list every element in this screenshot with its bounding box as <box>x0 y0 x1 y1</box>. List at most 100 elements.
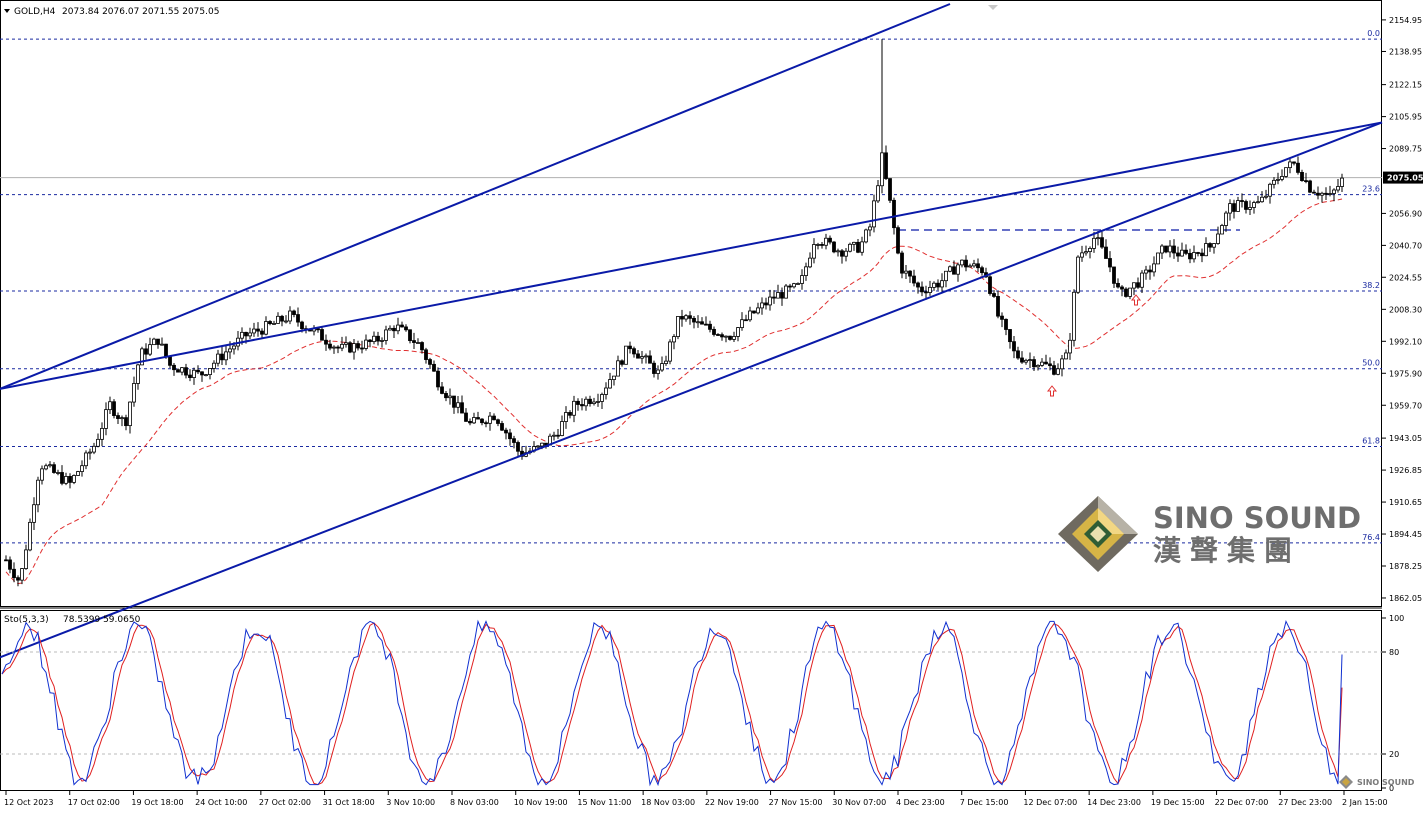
candle[interactable] <box>1048 363 1052 367</box>
candle[interactable] <box>740 319 744 328</box>
candle[interactable] <box>704 323 708 326</box>
candle[interactable] <box>1040 361 1044 366</box>
candle[interactable] <box>696 321 700 324</box>
candle[interactable] <box>916 282 920 288</box>
chevron-down-icon[interactable] <box>4 9 10 13</box>
candle[interactable] <box>68 476 72 483</box>
candle[interactable] <box>228 348 232 353</box>
candle[interactable] <box>816 244 820 246</box>
candle[interactable] <box>1328 193 1332 195</box>
candle[interactable] <box>1148 269 1152 273</box>
candle[interactable] <box>604 387 608 395</box>
candle[interactable] <box>476 417 480 420</box>
candle[interactable] <box>336 346 340 349</box>
candle[interactable] <box>1212 243 1216 248</box>
candle[interactable] <box>1292 161 1296 164</box>
candle[interactable] <box>632 348 636 355</box>
candle[interactable] <box>188 374 192 378</box>
candle[interactable] <box>600 394 604 402</box>
candle[interactable] <box>848 243 852 252</box>
candle[interactable] <box>560 421 564 436</box>
candle[interactable] <box>948 266 952 272</box>
candle[interactable] <box>468 420 472 424</box>
candle[interactable] <box>900 252 904 274</box>
candle[interactable] <box>988 276 992 294</box>
candle[interactable] <box>100 428 104 440</box>
candle[interactable] <box>1124 288 1128 297</box>
candle[interactable] <box>1016 350 1020 359</box>
candle[interactable] <box>1256 201 1260 204</box>
candle[interactable] <box>376 335 380 342</box>
candle[interactable] <box>136 364 140 384</box>
candle[interactable] <box>328 343 332 349</box>
candle[interactable] <box>120 417 124 420</box>
candle[interactable] <box>192 369 196 378</box>
candle[interactable] <box>784 285 788 299</box>
candle[interactable] <box>588 398 592 404</box>
candle[interactable] <box>1332 189 1336 194</box>
candle[interactable] <box>872 200 876 228</box>
candle[interactable] <box>852 241 856 245</box>
candle[interactable] <box>116 415 120 419</box>
candle[interactable] <box>340 343 344 349</box>
candle[interactable] <box>1136 282 1140 288</box>
candle[interactable] <box>1208 243 1212 248</box>
candle[interactable] <box>508 432 512 440</box>
candle[interactable] <box>1020 357 1024 363</box>
candle[interactable] <box>516 442 520 452</box>
candle[interactable] <box>1316 192 1320 196</box>
candle[interactable] <box>12 568 16 579</box>
candle[interactable] <box>1060 358 1064 370</box>
candle[interactable] <box>1236 200 1240 212</box>
candle[interactable] <box>428 359 432 365</box>
candle[interactable] <box>668 341 672 362</box>
candle[interactable] <box>1064 352 1068 360</box>
candle[interactable] <box>168 356 172 366</box>
candle[interactable] <box>352 343 356 353</box>
candle[interactable] <box>772 296 776 299</box>
candle[interactable] <box>1076 256 1080 293</box>
candle[interactable] <box>1164 245 1168 253</box>
candle[interactable] <box>444 393 448 399</box>
candle[interactable] <box>32 504 36 523</box>
candle[interactable] <box>996 296 1000 317</box>
candle[interactable] <box>1056 368 1060 375</box>
candle[interactable] <box>348 342 352 353</box>
candle[interactable] <box>1032 359 1036 368</box>
candle[interactable] <box>76 471 80 476</box>
candle[interactable] <box>16 577 20 581</box>
candle[interactable] <box>1044 361 1048 365</box>
candle[interactable] <box>744 319 748 322</box>
candle[interactable] <box>564 412 568 422</box>
candle[interactable] <box>756 307 760 314</box>
candle[interactable] <box>280 315 284 322</box>
candle[interactable] <box>36 479 40 506</box>
candle[interactable] <box>628 345 632 350</box>
candle[interactable] <box>48 464 52 467</box>
candle[interactable] <box>556 434 560 437</box>
candle[interactable] <box>4 559 8 562</box>
candle[interactable] <box>1300 171 1304 182</box>
candle[interactable] <box>1128 287 1132 297</box>
candle[interactable] <box>888 178 892 201</box>
candle[interactable] <box>512 438 516 443</box>
candle[interactable] <box>1112 266 1116 284</box>
candle[interactable] <box>1244 201 1248 210</box>
candle[interactable] <box>1168 245 1172 253</box>
candle[interactable] <box>876 185 880 202</box>
candle[interactable] <box>1188 252 1192 260</box>
candle[interactable] <box>148 344 152 355</box>
candle[interactable] <box>1240 200 1244 202</box>
candle[interactable] <box>472 417 476 424</box>
candle[interactable] <box>892 199 896 229</box>
candle[interactable] <box>496 419 500 424</box>
candle[interactable] <box>960 259 964 266</box>
candle[interactable] <box>1272 179 1276 185</box>
candle[interactable] <box>1000 315 1004 320</box>
candle[interactable] <box>904 270 908 274</box>
candle[interactable] <box>860 241 864 253</box>
candle[interactable] <box>1088 248 1092 253</box>
candle[interactable] <box>1096 237 1100 240</box>
candle[interactable] <box>460 402 464 414</box>
candle[interactable] <box>924 291 928 294</box>
